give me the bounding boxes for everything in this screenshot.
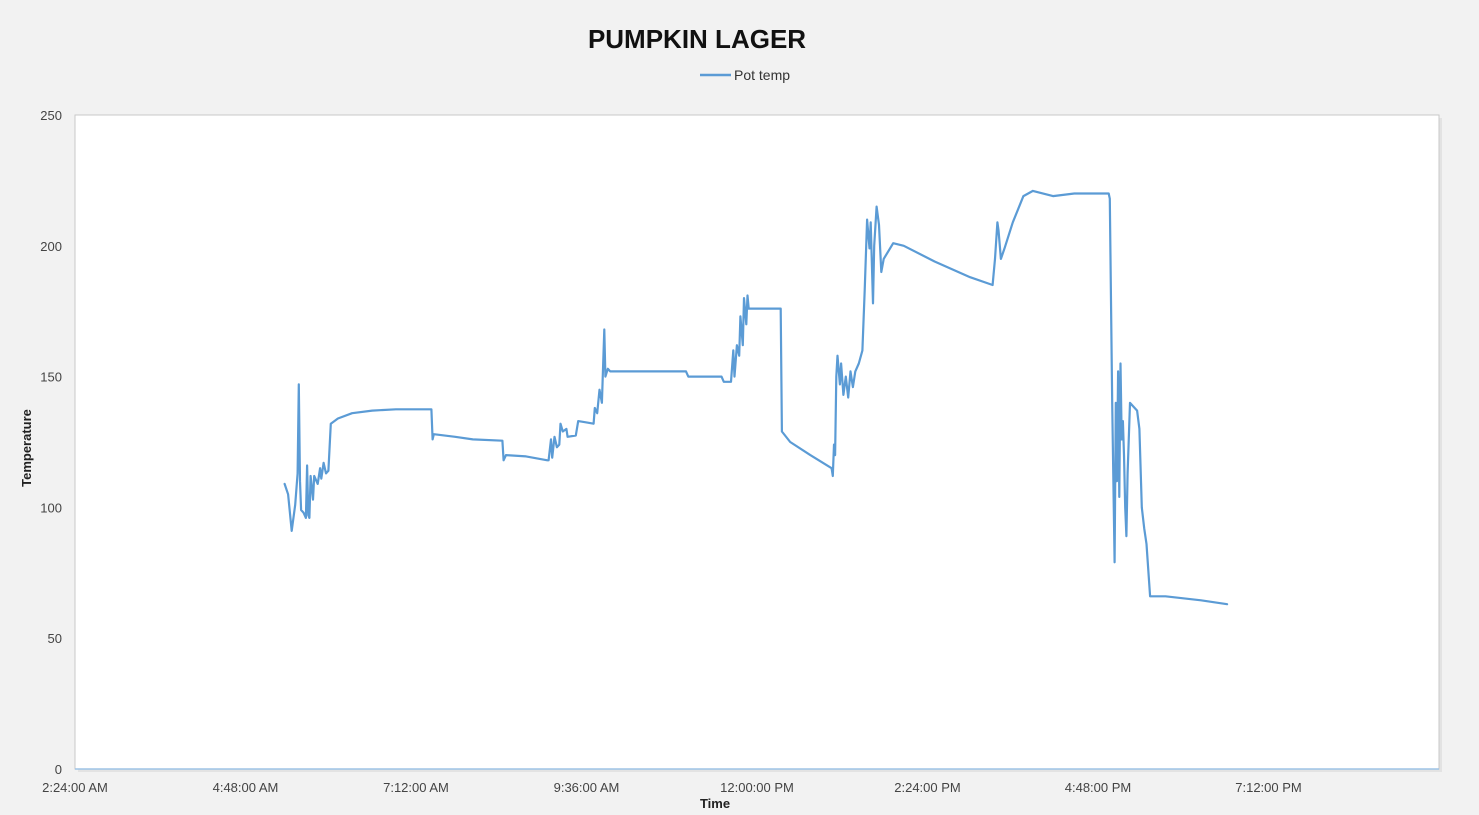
y-tick-label: 50	[48, 631, 62, 646]
x-axis-ticks: 2:24:00 AM 4:48:00 AM 7:12:00 AM 9:36:00 AM…	[42, 780, 1302, 795]
series-layer	[283, 189, 1229, 606]
x-tick-label: 4:48:00 AM	[213, 780, 279, 795]
x-tick-label: 7:12:00 AM	[383, 780, 449, 795]
series-line-pot-temp	[283, 189, 1229, 606]
y-axis-title: Temperature	[19, 409, 34, 487]
x-axis-title: Time	[700, 796, 730, 811]
y-tick-label: 0	[55, 762, 62, 777]
y-tick-label: 250	[40, 108, 62, 123]
y-tick-label: 100	[40, 500, 62, 515]
x-tick-label: 7:12:00 PM	[1235, 780, 1302, 795]
y-tick-label: 150	[40, 370, 62, 385]
y-axis-ticks: 0 50 100 150 200 250	[40, 108, 62, 777]
chart-title: PUMPKIN LAGER	[588, 24, 806, 54]
x-tick-label: 2:24:00 PM	[894, 780, 961, 795]
x-tick-label: 9:36:00 AM	[554, 780, 620, 795]
legend-label: Pot temp	[734, 67, 790, 83]
x-tick-label: 2:24:00 AM	[42, 780, 108, 795]
y-tick-label: 200	[40, 239, 62, 254]
plot-area	[74, 114, 1440, 770]
x-tick-label: 12:00:00 PM	[720, 780, 794, 795]
x-tick-label: 4:48:00 PM	[1065, 780, 1132, 795]
legend: Pot temp	[700, 67, 790, 83]
